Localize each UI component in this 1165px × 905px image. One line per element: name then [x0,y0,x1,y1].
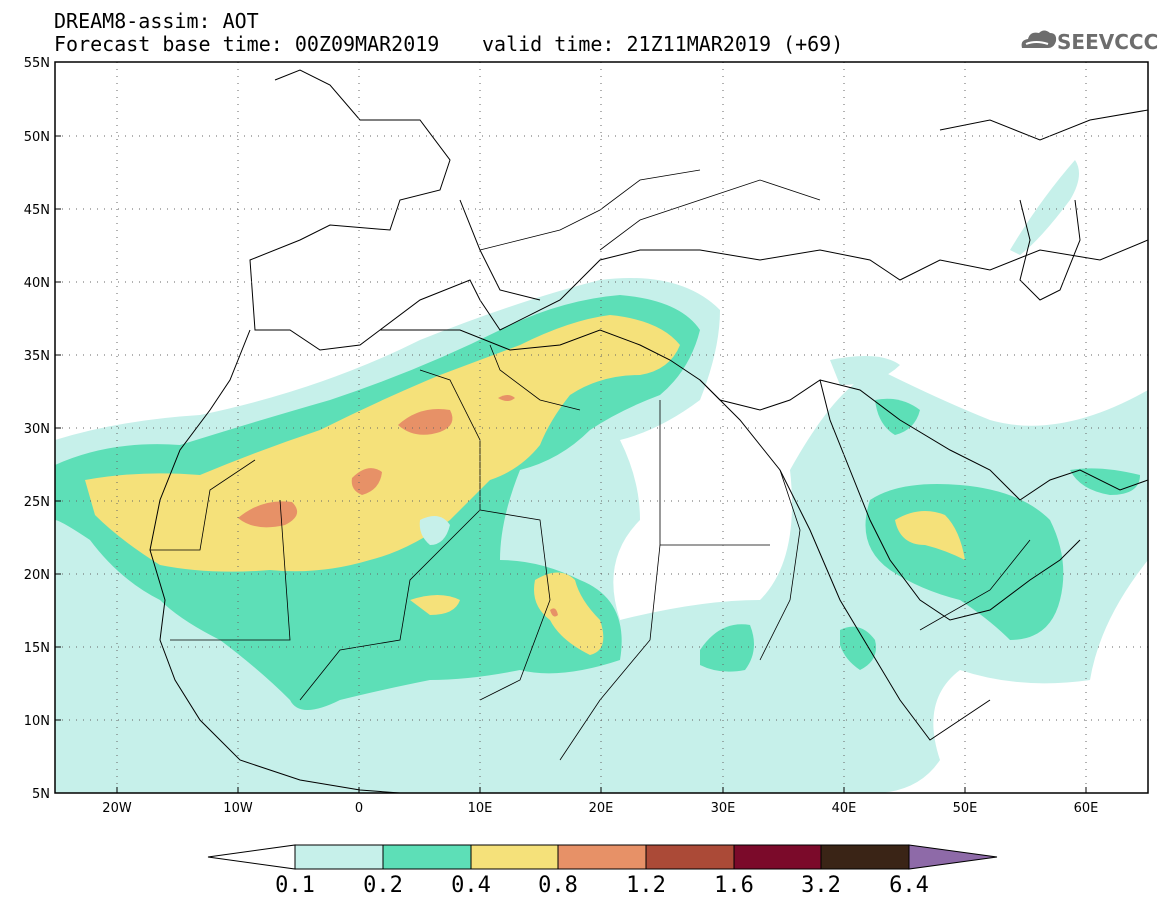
lat-label: 20N [24,568,50,583]
country-borders [150,169,1031,761]
lat-label: 50N [24,130,50,145]
forecast-base-time: Forecast base time: 00Z09MAR2019 [54,32,440,56]
colorbar-swatch [470,844,559,870]
lat-label: 55N [24,56,50,71]
lon-label: 20W [102,801,132,816]
colorbar-swatch [294,844,384,870]
lon-label: 30E [711,801,736,816]
lat-label: 30N [24,422,50,437]
colorbar-swatch [382,844,472,870]
latitude-labels: 55N 50N 45N 40N 35N 30N 25N 20N 15N 10N … [24,56,50,802]
lon-label: 50E [953,801,978,816]
lat-label: 25N [24,495,50,510]
lat-label: 5N [32,787,50,802]
valid-time: valid time: 21Z11MAR2019 (+69) [482,32,844,56]
colorbar-swatch [820,844,910,870]
colorbar-swatch [733,844,822,870]
longitude-labels: 20W 10W 0 10E 20E 30E 40E 50E 60E [102,801,1098,816]
lat-label: 10N [24,714,50,729]
colorbar-label: 0.8 [538,873,578,898]
colorbar-label: 6.4 [889,873,929,898]
colorbar-swatch [207,844,296,870]
colorbar-label: 0.1 [275,873,315,898]
lat-label: 35N [24,349,50,364]
grid-lines [55,62,1148,793]
lon-label: 0 [355,801,363,816]
map-title: DREAM8-assim: AOT [54,9,259,33]
colorbar-label: 1.2 [626,873,666,898]
cloud-icon [1021,30,1057,48]
colorbar-swatch [557,844,647,870]
lon-label: 60E [1074,801,1099,816]
lat-label: 45N [24,203,50,218]
lon-label: 40E [832,801,857,816]
coastlines [149,69,1148,793]
colorbar-label: 0.4 [451,873,491,898]
colorbar-swatch [908,844,998,870]
colorbar-swatch [645,844,735,870]
lat-label: 15N [24,641,50,656]
lon-label: 10W [223,801,253,816]
colorbar-label: 1.6 [714,873,754,898]
lon-label: 20E [589,801,614,816]
logo-text: SEEVCCC [1057,30,1159,54]
lat-label: 40N [24,276,50,291]
colorbar-label: 3.2 [801,873,841,898]
colorbar-label: 0.2 [363,873,403,898]
axis-ticks [55,135,1087,793]
lon-label: 10E [468,801,493,816]
